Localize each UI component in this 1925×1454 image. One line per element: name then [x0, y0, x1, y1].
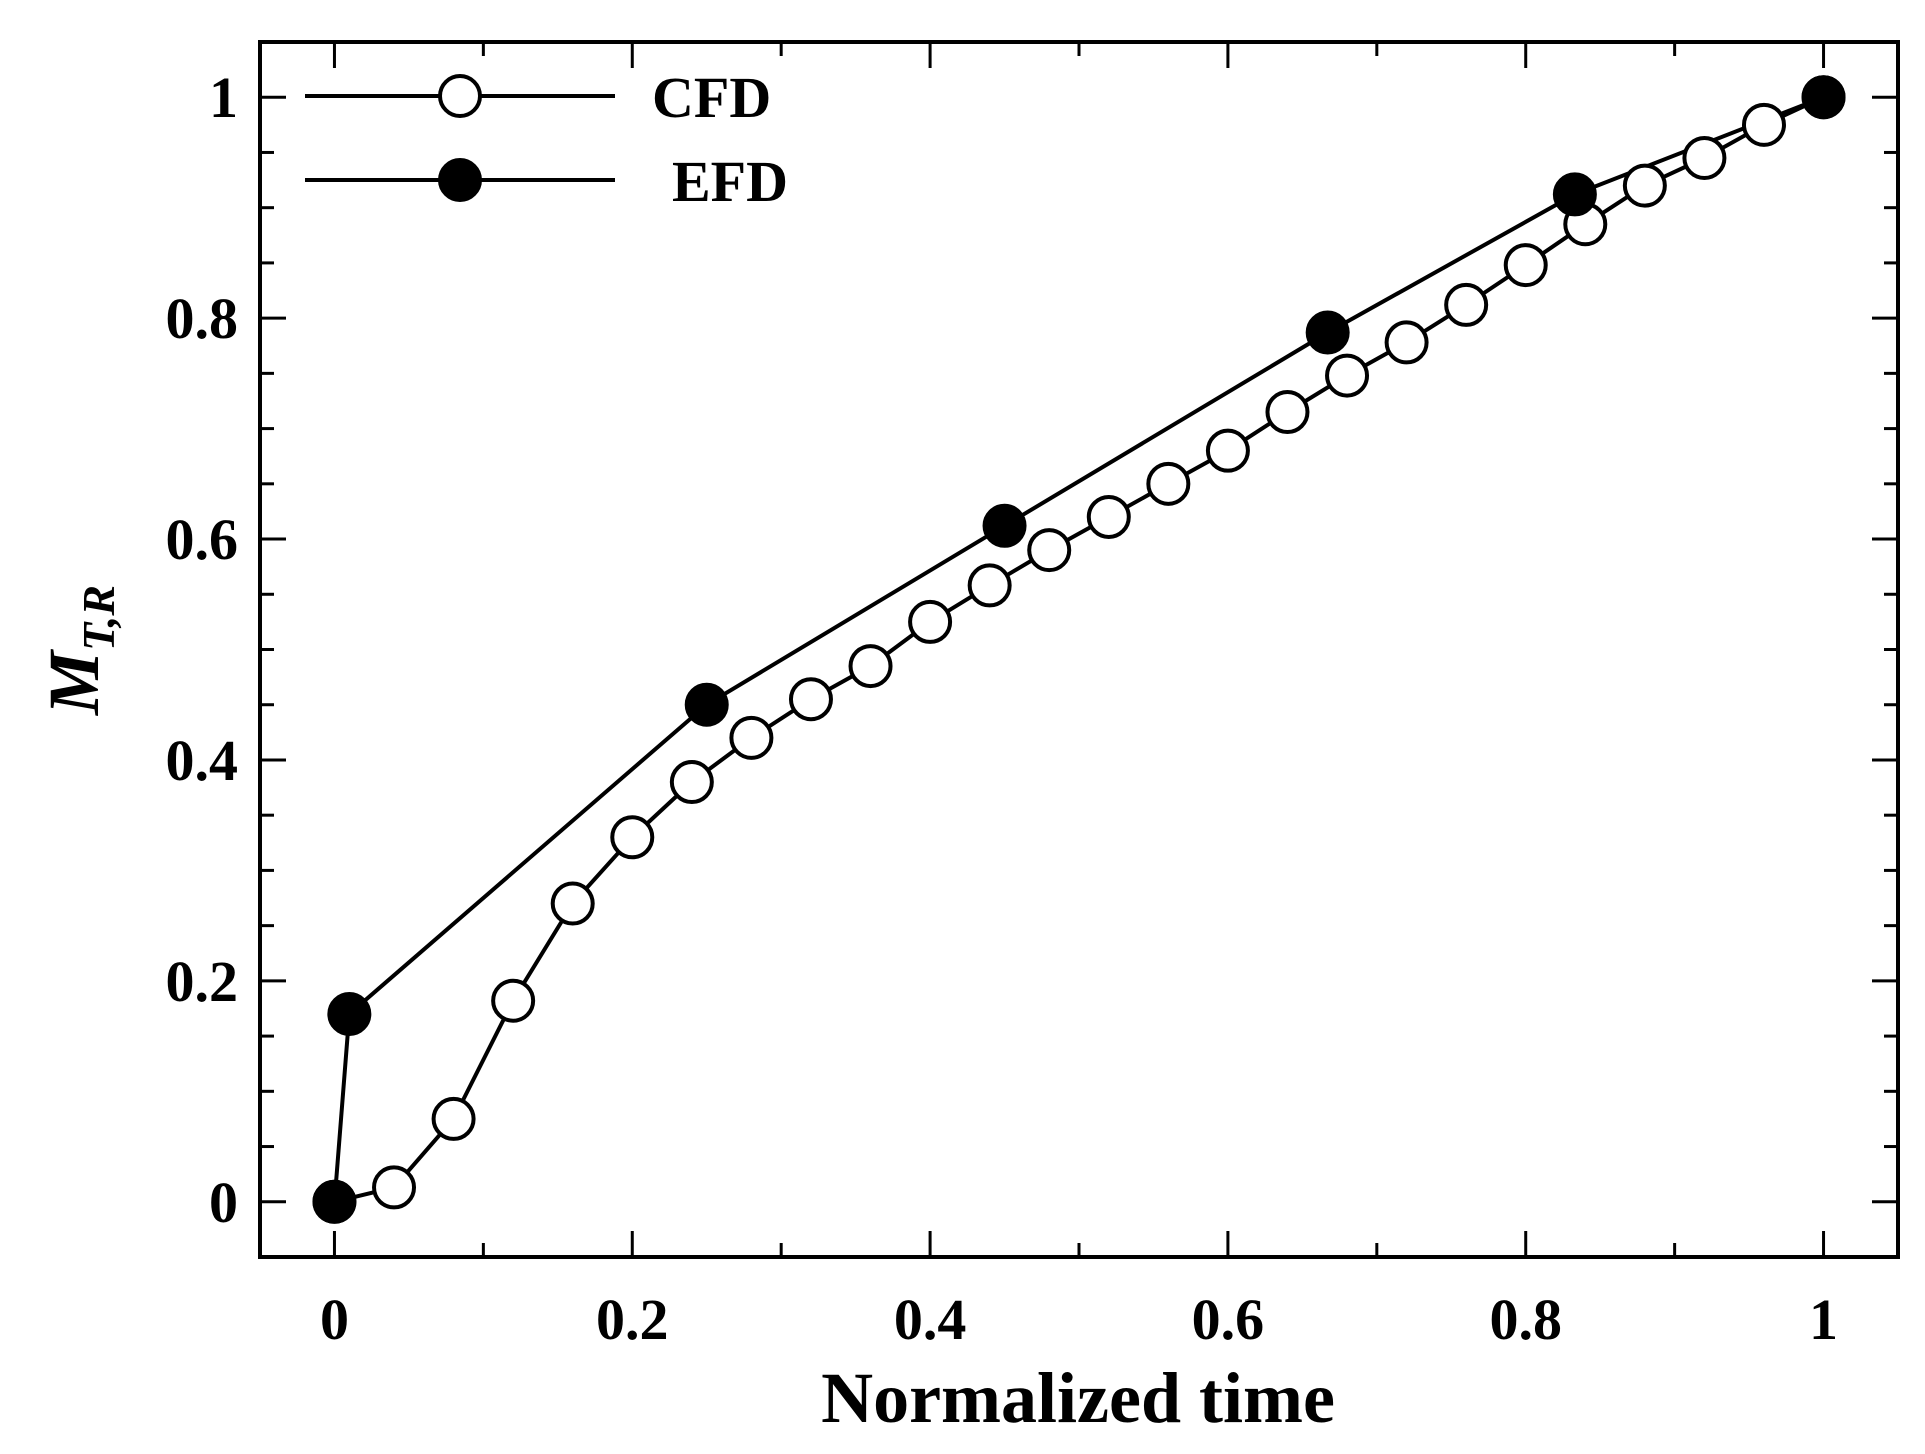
x-tick-label: 0.2: [596, 1287, 669, 1352]
data-point-cfd: [788, 677, 833, 722]
x-tick-label: 0: [320, 1287, 349, 1352]
data-point-cfd: [1086, 494, 1131, 539]
data-point-efd: [684, 682, 729, 727]
axis-tick-labels: 0 0.2 0.4 0.6 0.8 1 0 0.2 0.4 0.6 0.8 1: [166, 65, 1839, 1352]
legend-entry-efd: EFD: [305, 149, 788, 214]
data-point-cfd: [1325, 353, 1370, 398]
data-point-cfd: [372, 1165, 417, 1210]
data-point-cfd: [1622, 163, 1667, 208]
y-axis-label-subscript: T,R: [73, 585, 124, 651]
data-point-cfd: [491, 978, 536, 1023]
x-tick-label: 0.6: [1192, 1287, 1265, 1352]
data-point-efd: [1552, 172, 1597, 217]
data-point-cfd: [431, 1096, 476, 1141]
legend-label-cfd: CFD: [652, 65, 771, 130]
legend-entry-cfd: CFD: [305, 65, 771, 130]
data-point-cfd: [1682, 135, 1727, 180]
series-lines: [332, 95, 1825, 1204]
y-tick-label: 0.8: [166, 286, 239, 351]
series-line-efd: [332, 95, 1825, 1202]
legend-marker-efd: [438, 158, 482, 202]
data-point-cfd: [1444, 282, 1489, 327]
data-point-cfd: [1027, 528, 1072, 573]
y-tick-label: 0.4: [166, 728, 239, 793]
data-point-cfd: [1741, 102, 1786, 147]
series-points: [312, 75, 1846, 1224]
x-axis-label: Normalized time: [821, 1358, 1335, 1438]
x-tick-label: 0.4: [894, 1287, 967, 1352]
data-point-cfd: [550, 881, 595, 926]
y-tick-label: 0.6: [166, 507, 239, 572]
data-point-cfd: [967, 563, 1012, 608]
y-tick-label: 0.2: [166, 949, 239, 1014]
data-point-cfd: [669, 760, 714, 805]
data-point-efd: [982, 503, 1027, 548]
y-tick-label: 0: [209, 1170, 238, 1235]
data-point-efd: [1801, 75, 1846, 120]
legend: CFD EFD: [305, 65, 788, 214]
data-point-cfd: [1205, 428, 1250, 473]
x-tick-label: 0.8: [1489, 1287, 1562, 1352]
data-point-cfd: [1384, 320, 1429, 365]
data-point-cfd: [908, 599, 953, 644]
series-line-cfd: [334, 95, 1825, 1204]
data-point-cfd: [1265, 390, 1310, 435]
x-tick-label: 1: [1809, 1287, 1838, 1352]
legend-marker-cfd: [438, 74, 482, 118]
plot-frame: [258, 40, 1900, 1259]
data-point-efd: [312, 1179, 357, 1224]
y-tick-label: 1: [209, 65, 238, 130]
data-point-cfd: [729, 715, 774, 760]
axis-ticks: [260, 42, 1898, 1257]
data-point-cfd: [848, 644, 893, 689]
data-point-cfd: [1146, 461, 1191, 506]
data-point-cfd: [610, 815, 655, 860]
data-point-efd: [327, 992, 372, 1036]
data-point-efd: [1305, 310, 1350, 355]
data-point-cfd: [1503, 243, 1548, 288]
y-axis-label-main: M: [34, 648, 114, 716]
legend-label-efd: EFD: [672, 149, 788, 214]
y-axis-label: MT,R: [34, 585, 124, 716]
